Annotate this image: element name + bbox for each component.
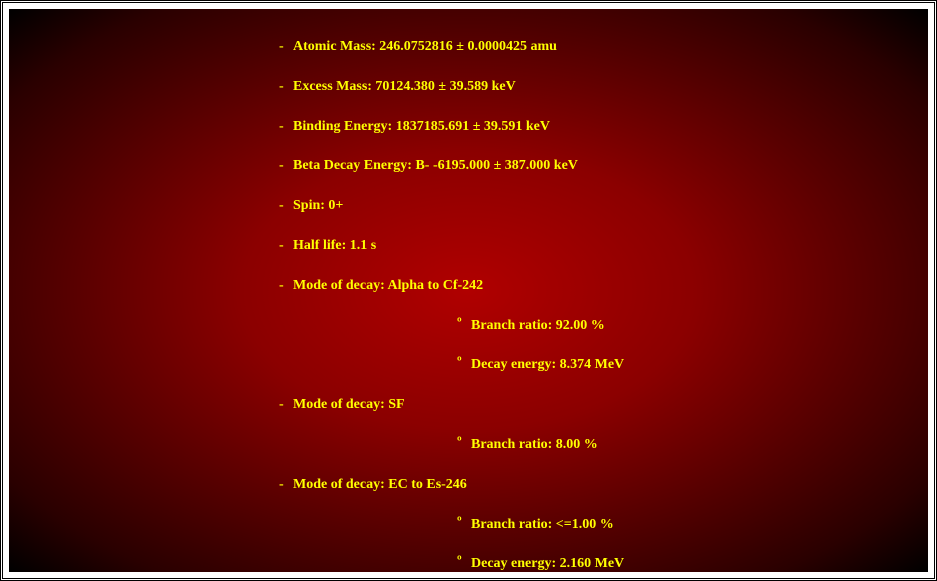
list-sub-item: º Branch ratio: <=1.00 % bbox=[457, 517, 928, 534]
list-sub-item-text: Decay energy: 8.374 MeV bbox=[471, 357, 624, 374]
list-item-text: Half life: 1.1 s bbox=[293, 238, 376, 255]
inner-panel: - Atomic Mass: 246.0752816 ± 0.0000425 a… bbox=[9, 9, 928, 572]
dash-bullet-icon: - bbox=[279, 397, 284, 414]
list-item: - Mode of decay: Alpha to Cf-242 bbox=[279, 278, 928, 295]
degree-bullet-icon: º bbox=[457, 435, 462, 452]
list-item: - Half life: 1.1 s bbox=[279, 238, 928, 255]
list-item: - Excess Mass: 70124.380 ± 39.589 keV bbox=[279, 79, 928, 96]
list-item-text: Spin: 0+ bbox=[293, 198, 343, 215]
list-sub-item-text: Branch ratio: 92.00 % bbox=[471, 318, 605, 335]
properties-list: - Atomic Mass: 246.0752816 ± 0.0000425 a… bbox=[9, 9, 928, 572]
list-item: - Spin: 0+ bbox=[279, 198, 928, 215]
dash-bullet-icon: - bbox=[279, 477, 284, 494]
list-item-text: Mode of decay: SF bbox=[293, 397, 405, 414]
list-sub-item: º Branch ratio: 8.00 % bbox=[457, 437, 928, 454]
list-sub-item-text: Branch ratio: 8.00 % bbox=[471, 437, 598, 454]
dash-bullet-icon: - bbox=[279, 238, 284, 255]
list-sub-item: º Decay energy: 2.160 MeV bbox=[457, 556, 928, 572]
degree-bullet-icon: º bbox=[457, 355, 462, 372]
outer-frame: - Atomic Mass: 246.0752816 ± 0.0000425 a… bbox=[0, 0, 937, 581]
list-sub-item-text: Branch ratio: <=1.00 % bbox=[471, 517, 614, 534]
list-item-text: Excess Mass: 70124.380 ± 39.589 keV bbox=[293, 79, 516, 96]
list-item-text: Beta Decay Energy: B- -6195.000 ± 387.00… bbox=[293, 158, 578, 175]
degree-bullet-icon: º bbox=[457, 316, 462, 333]
list-item-text: Mode of decay: EC to Es-246 bbox=[293, 477, 467, 494]
list-item: - Atomic Mass: 246.0752816 ± 0.0000425 a… bbox=[279, 39, 928, 56]
list-item: - Binding Energy: 1837185.691 ± 39.591 k… bbox=[279, 119, 928, 136]
degree-bullet-icon: º bbox=[457, 515, 462, 532]
list-item-text: Atomic Mass: 246.0752816 ± 0.0000425 amu bbox=[293, 39, 557, 56]
list-item-text: Mode of decay: Alpha to Cf-242 bbox=[293, 278, 483, 295]
dash-bullet-icon: - bbox=[279, 79, 284, 96]
list-item: - Beta Decay Energy: B- -6195.000 ± 387.… bbox=[279, 158, 928, 175]
dash-bullet-icon: - bbox=[279, 39, 284, 56]
dash-bullet-icon: - bbox=[279, 198, 284, 215]
list-item: - Mode of decay: SF bbox=[279, 397, 928, 414]
list-item-text: Binding Energy: 1837185.691 ± 39.591 keV bbox=[293, 119, 550, 136]
list-sub-item-text: Decay energy: 2.160 MeV bbox=[471, 556, 624, 572]
list-sub-item: º Decay energy: 8.374 MeV bbox=[457, 357, 928, 374]
dash-bullet-icon: - bbox=[279, 158, 284, 175]
degree-bullet-icon: º bbox=[457, 554, 462, 571]
dash-bullet-icon: - bbox=[279, 278, 284, 295]
list-item: - Mode of decay: EC to Es-246 bbox=[279, 477, 928, 494]
dash-bullet-icon: - bbox=[279, 119, 284, 136]
list-sub-item: º Branch ratio: 92.00 % bbox=[457, 318, 928, 335]
